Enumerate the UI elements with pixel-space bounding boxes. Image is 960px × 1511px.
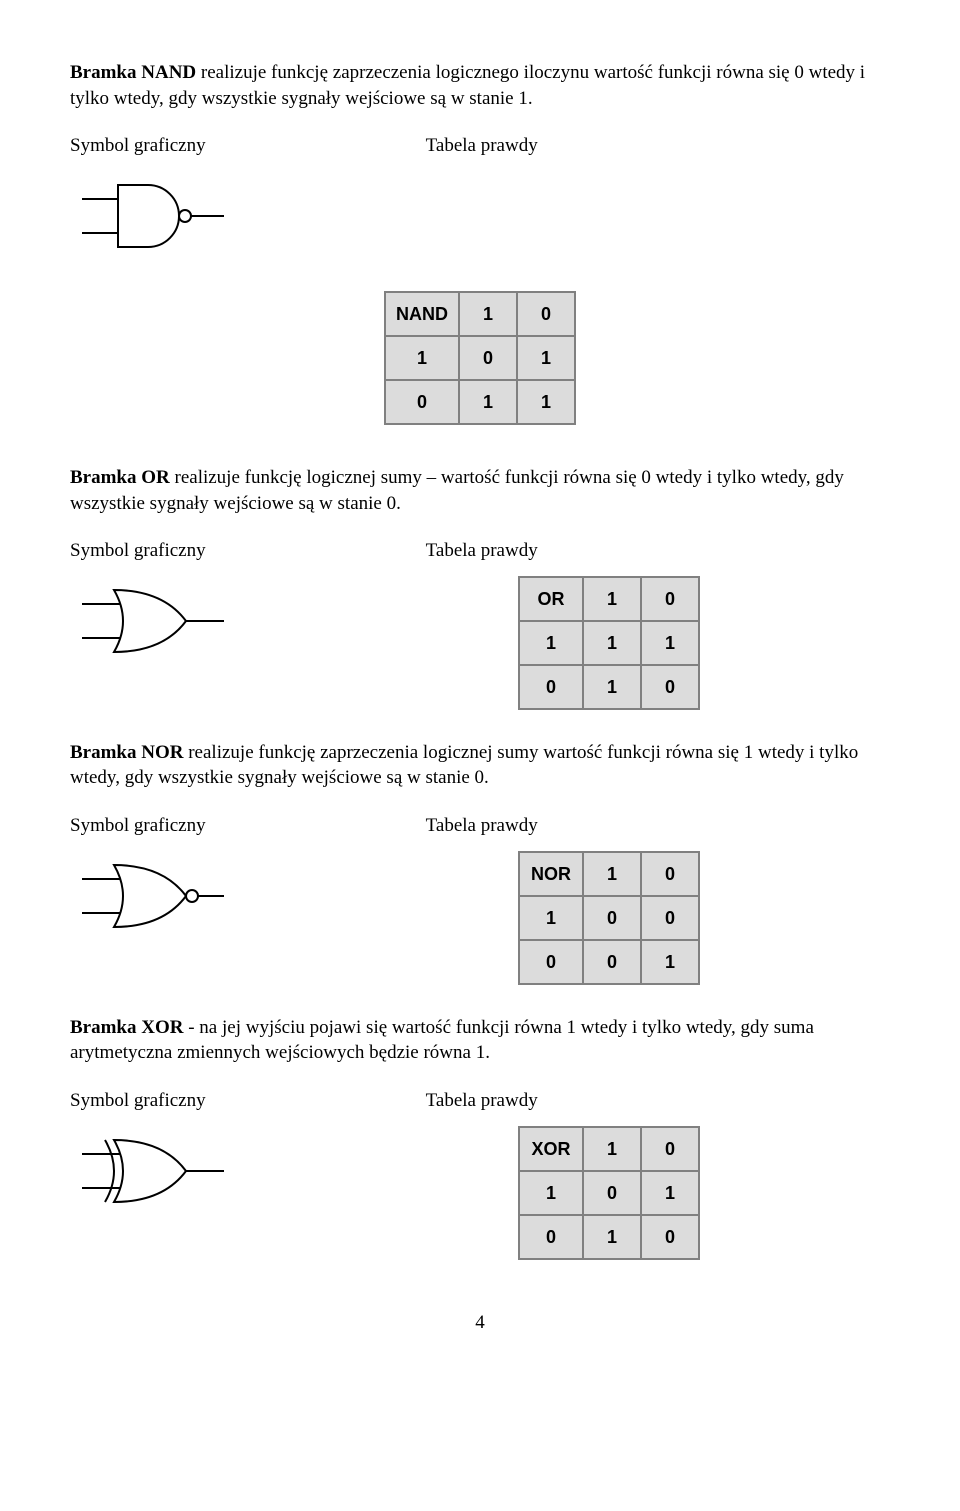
gate-section-nand: Bramka NAND realizuje funkcję zaprzeczen… — [70, 60, 890, 425]
gate-name-bold: Bramka OR — [70, 467, 170, 488]
table-cell: 0 — [641, 577, 699, 621]
table-label: Tabela prawdy — [426, 813, 538, 839]
table-cell: 0 — [519, 940, 583, 984]
gate-description: Bramka OR realizuje funkcję logicznej su… — [70, 465, 890, 516]
table-cell: 1 — [517, 380, 575, 424]
gate-description: Bramka NAND realizuje funkcję zaprzeczen… — [70, 60, 890, 111]
table-cell: 0 — [641, 1215, 699, 1259]
gate-name-bold: Bramka NOR — [70, 742, 183, 763]
symbol-label: Symbol graficzny — [70, 538, 206, 564]
nand-gate-icon — [78, 171, 228, 261]
page-number: 4 — [70, 1310, 890, 1336]
table-cell: 1 — [459, 292, 517, 336]
table-label: Tabela prawdy — [426, 538, 538, 564]
gate-description: Bramka XOR - na jej wyjściu pojawi się w… — [70, 1015, 890, 1066]
symbol-label: Symbol graficzny — [70, 1088, 206, 1114]
symbol-label: Symbol graficzny — [70, 133, 206, 159]
gate-section-xor: Bramka XOR - na jej wyjściu pojawi się w… — [70, 1015, 890, 1260]
truth-table-nor: NOR10100001 — [518, 851, 700, 985]
table-cell: 1 — [583, 852, 641, 896]
gate-section-nor: Bramka NOR realizuje funkcję zaprzeczeni… — [70, 740, 890, 985]
gate-description: Bramka NOR realizuje funkcję zaprzeczeni… — [70, 740, 890, 791]
truth-table-nand: NAND10101011 — [384, 291, 576, 425]
table-cell: 0 — [583, 1171, 641, 1215]
table-cell: 1 — [519, 621, 583, 665]
table-cell: NOR — [519, 852, 583, 896]
table-cell: 1 — [385, 336, 459, 380]
gate-name-bold: Bramka NAND — [70, 62, 196, 83]
table-cell: 1 — [641, 621, 699, 665]
xor-gate-icon — [78, 1126, 228, 1216]
table-cell: 0 — [641, 896, 699, 940]
table-cell: 1 — [641, 940, 699, 984]
table-cell: 0 — [459, 336, 517, 380]
symbol-label: Symbol graficzny — [70, 813, 206, 839]
table-cell: 0 — [641, 1127, 699, 1171]
table-cell: 1 — [583, 1215, 641, 1259]
truth-table-xor: XOR10101010 — [518, 1126, 700, 1260]
table-cell: 1 — [583, 665, 641, 709]
table-label: Tabela prawdy — [426, 133, 538, 159]
table-cell: 0 — [517, 292, 575, 336]
table-cell: 0 — [583, 940, 641, 984]
table-cell: 0 — [641, 852, 699, 896]
table-cell: 1 — [583, 577, 641, 621]
table-cell: NAND — [385, 292, 459, 336]
table-cell: 1 — [517, 336, 575, 380]
or-gate-icon — [78, 576, 228, 666]
table-cell: 0 — [385, 380, 459, 424]
table-cell: 1 — [519, 896, 583, 940]
gate-symbol — [70, 851, 228, 941]
gate-section-or: Bramka OR realizuje funkcję logicznej su… — [70, 465, 890, 710]
table-cell: 1 — [641, 1171, 699, 1215]
gate-symbol — [70, 171, 890, 261]
table-cell: 0 — [583, 896, 641, 940]
table-cell: OR — [519, 577, 583, 621]
gate-symbol — [70, 576, 228, 666]
truth-table-or: OR10111010 — [518, 576, 700, 710]
gate-symbol — [70, 1126, 228, 1216]
gate-name-bold: Bramka XOR — [70, 1017, 183, 1038]
nor-gate-icon — [78, 851, 228, 941]
table-cell: 1 — [583, 1127, 641, 1171]
table-cell: 1 — [519, 1171, 583, 1215]
table-cell: 1 — [583, 621, 641, 665]
table-cell: XOR — [519, 1127, 583, 1171]
table-cell: 0 — [519, 665, 583, 709]
table-cell: 0 — [641, 665, 699, 709]
table-cell: 0 — [519, 1215, 583, 1259]
table-cell: 1 — [459, 380, 517, 424]
table-label: Tabela prawdy — [426, 1088, 538, 1114]
